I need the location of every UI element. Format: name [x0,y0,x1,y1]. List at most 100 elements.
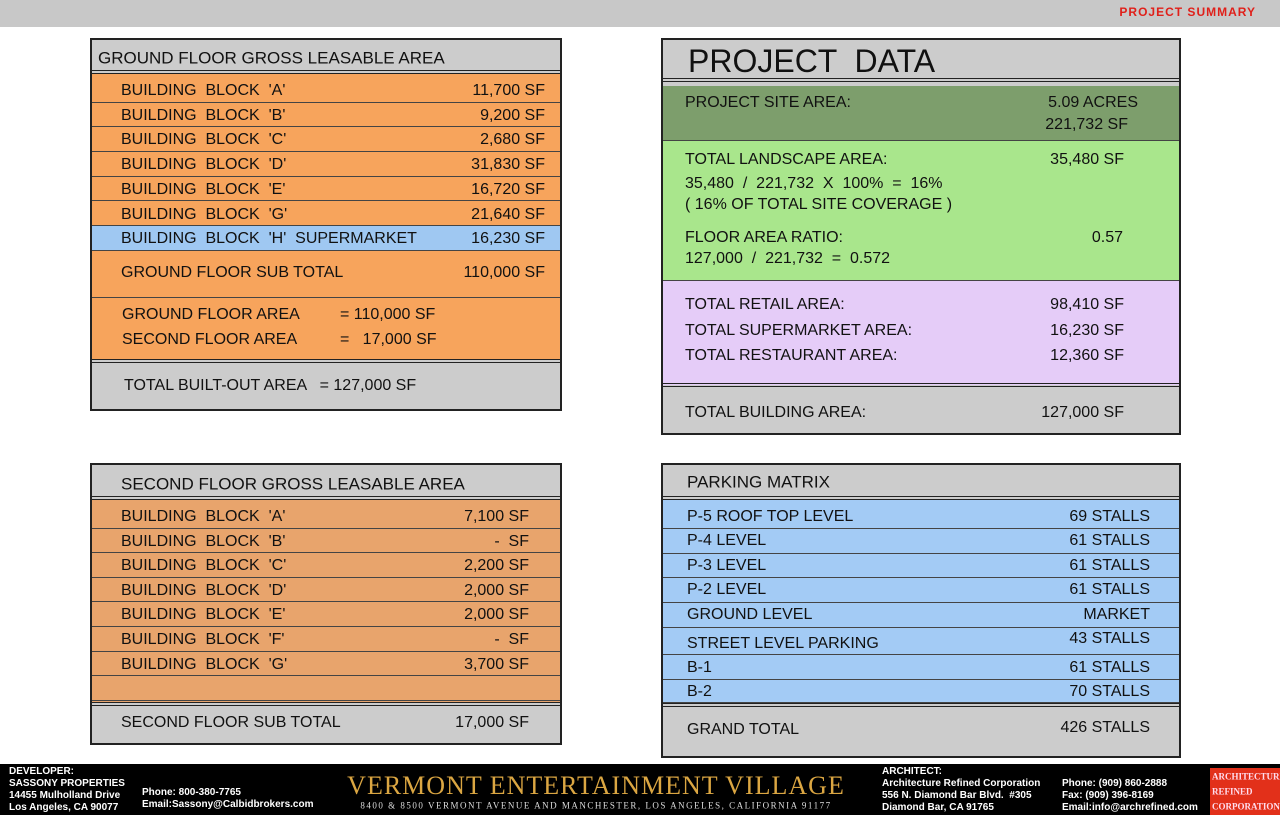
table-row [92,578,560,603]
total-label: TOTAL BUILDING AREA: [685,404,867,421]
architect-info: 556 N. Diamond Bar Blvd. #305 [882,790,1032,801]
row-label: BUILDING BLOCK 'D' [121,581,287,599]
total-value: 127,000 SF [1041,404,1124,421]
subtotal-value: 17,000 SF [455,714,529,731]
row-label: BUILDING BLOCK 'C' [121,557,287,575]
landscape-label: TOTAL LANDSCAPE AREA: [685,151,888,168]
row-value: 2,000 SF [464,581,529,599]
subtotal-label: SECOND FLOOR SUB TOTAL [121,714,341,731]
table-row [663,578,1179,603]
developer-info: SASSONY PROPERTIES [9,778,125,789]
area-label: TOTAL RETAIL AREA: [685,296,845,313]
area-value: 12,360 SF [1050,347,1124,364]
row-value: MARKET [1083,606,1150,623]
row-value: 61 STALLS [1069,659,1150,676]
row-label: BUILDING BLOCK 'H' SUPERMARKET [121,230,417,248]
logo-text: REFINED [1212,786,1253,797]
row-label: STREET LEVEL PARKING [687,635,879,652]
site-area-value: 5.09 ACRES [1048,94,1138,111]
row-value: 16,720 SF [471,180,545,198]
area-value: 98,410 SF [1050,296,1124,313]
table-row [92,127,560,153]
panel-title: PARKING MATRIX [687,472,830,492]
subtotal-row [92,702,560,743]
total-value: 426 STALLS [1060,719,1150,736]
area-label: TOTAL RESTAURANT AREA: [685,347,898,364]
table-row [92,627,560,652]
row-value: 43 STALLS [1069,630,1150,647]
far-value: 0.57 [1091,229,1123,246]
row-label: P-2 LEVEL [687,581,767,598]
logo-text: ARCHITECTURE [1212,771,1280,782]
table-row [663,655,1179,680]
far-label: FLOOR AREA RATIO: [685,229,843,246]
table-row [92,177,560,202]
table-row [92,78,560,103]
row-label: BUILDING BLOCK 'A' [121,508,286,525]
subtotal-value: 110,000 SF [463,264,545,281]
developer-contact: Phone: 800-380-7765 [142,787,241,798]
architect-info: ARCHITECT: [882,766,942,777]
row-value: 7,100 SF [464,508,529,525]
top-bar [0,0,1280,27]
row-value: 16,230 SF [471,230,545,248]
table-row [92,103,560,128]
project-address: 8400 & 8500 VERMONT AVENUE AND MANCHESTE… [360,800,832,811]
row-label: BUILDING BLOCK 'C' [121,131,287,149]
row-label: BUILDING BLOCK 'E' [121,180,286,198]
total-label: GRAND TOTAL [687,721,800,738]
architect-contact: Fax: (909) 396-8169 [1062,790,1154,801]
site-area-value: 221,732 SF [1045,116,1128,133]
table-row [663,554,1179,578]
row-value: 61 STALLS [1069,557,1150,574]
table-row [92,152,560,177]
landscape-section [663,141,1179,281]
row-value: 2,200 SF [464,557,529,575]
logo-box [1210,768,1280,815]
total-row [663,703,1179,756]
table-row [92,553,560,578]
row-value: 70 STALLS [1069,683,1150,700]
table-row [92,202,560,227]
ground-floor-panel [90,38,562,411]
panel-title: PROJECT DATA [688,43,936,79]
table-row [92,226,560,251]
logo-text: CORPORATION [1212,801,1280,812]
total-text: TOTAL BUILT-OUT AREA = 127,000 SF [124,377,417,394]
site-area-section [663,86,1179,141]
total-row [92,359,560,409]
far-formula: 127,000 / 221,732 = 0.572 [685,250,891,267]
landscape-note: ( 16% OF TOTAL SITE COVERAGE ) [685,196,953,213]
second-floor-panel [90,463,562,745]
table-row [663,603,1179,628]
project-name: VERMONT ENTERTAINMENT VILLAGE [347,771,845,800]
table-row [92,529,560,554]
panel-header [92,40,560,74]
architect-info: Architecture Refined Corporation [882,778,1041,789]
area-label: SECOND FLOOR AREA [122,331,298,348]
row-value: 61 STALLS [1069,581,1150,598]
row-value: 31,830 SF [471,156,545,174]
row-value: - SF [494,631,529,648]
panel-title: SECOND FLOOR GROSS LEASABLE AREA [121,474,465,494]
area-value: 16,230 SF [1050,321,1124,339]
row-value: 9,200 SF [480,106,545,124]
row-label: BUILDING BLOCK 'G' [121,205,288,223]
row-label: BUILDING BLOCK 'B' [121,106,286,124]
table-row [92,652,560,677]
row-value: 21,640 SF [471,205,545,223]
row-value: - SF [494,532,529,550]
area-value: = 17,000 SF [340,331,437,348]
developer-contact: Email:Sassony@Calbidbrokers.com [142,799,314,810]
row-label: P-5 ROOF TOP LEVEL [687,508,854,525]
area-label: GROUND FLOOR AREA [122,306,300,323]
table-row [92,504,560,529]
table-row [663,680,1179,703]
table-row [663,628,1179,655]
panel-header [92,465,560,500]
row-value: 2,000 SF [464,606,529,624]
row-label: P-3 LEVEL [687,557,767,574]
developer-info: Los Angeles, CA 90077 [9,802,119,813]
row-label: BUILDING BLOCK 'G' [121,655,288,673]
